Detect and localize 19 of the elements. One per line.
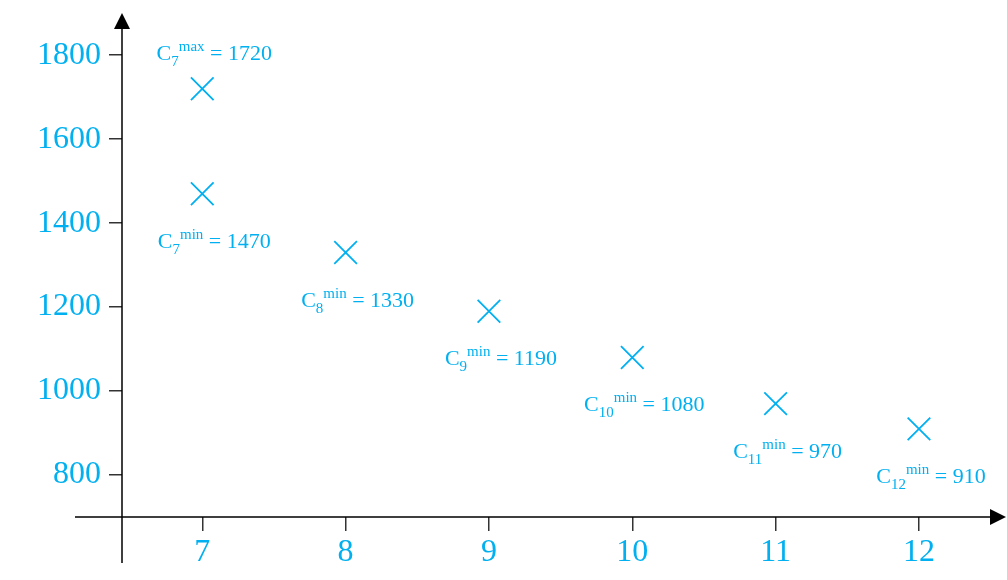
point [620, 345, 645, 370]
point [190, 181, 215, 206]
point [763, 391, 788, 416]
y-tick-label: 800 [53, 454, 101, 491]
y-tick-label: 1000 [37, 370, 101, 407]
x-tick-label: 11 [760, 531, 792, 568]
y-tick-label: 1800 [37, 34, 101, 71]
x-tick-label: 7 [194, 531, 211, 568]
x-tick-label: 10 [616, 531, 649, 568]
y-tick-label: 1400 [37, 202, 101, 239]
x-tick-label: 12 [902, 531, 935, 568]
point [476, 299, 502, 324]
point [190, 76, 215, 101]
x-tick-label: 8 [337, 531, 354, 568]
x-tick-label: 9 [480, 531, 497, 568]
y-tick-label: 1600 [37, 118, 101, 155]
point [333, 240, 358, 265]
y-tick-label: 1200 [37, 286, 101, 323]
point [906, 416, 932, 442]
